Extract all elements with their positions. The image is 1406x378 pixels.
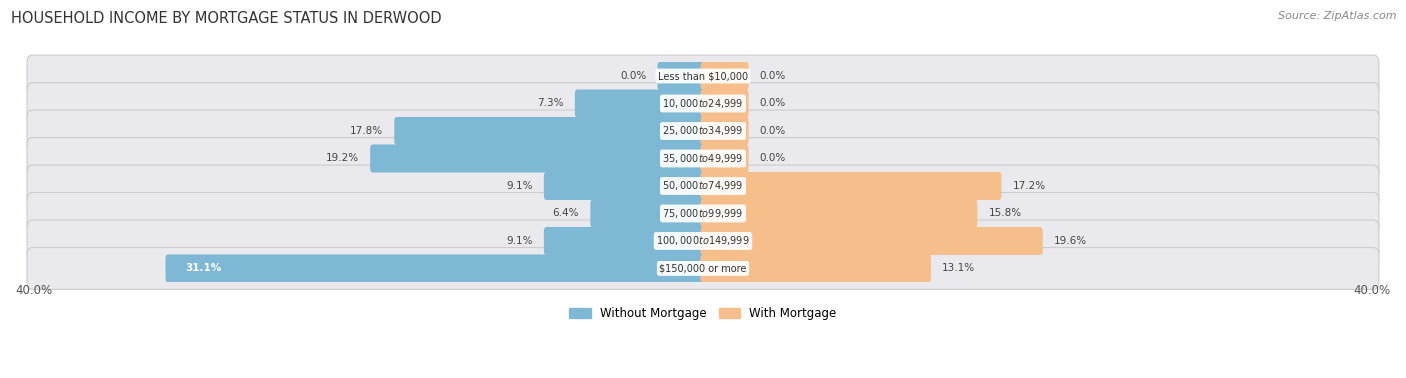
Text: 17.8%: 17.8% <box>350 126 382 136</box>
FancyBboxPatch shape <box>700 90 748 118</box>
Text: 6.4%: 6.4% <box>553 208 579 218</box>
Text: 0.0%: 0.0% <box>759 153 786 163</box>
FancyBboxPatch shape <box>370 144 706 172</box>
Text: 0.0%: 0.0% <box>620 71 647 81</box>
FancyBboxPatch shape <box>27 83 1379 124</box>
FancyBboxPatch shape <box>591 200 706 228</box>
Text: $35,000 to $49,999: $35,000 to $49,999 <box>662 152 744 165</box>
Text: 19.6%: 19.6% <box>1054 236 1087 246</box>
Text: 9.1%: 9.1% <box>506 236 533 246</box>
FancyBboxPatch shape <box>27 248 1379 289</box>
FancyBboxPatch shape <box>27 165 1379 207</box>
FancyBboxPatch shape <box>700 117 748 145</box>
Legend: Without Mortgage, With Mortgage: Without Mortgage, With Mortgage <box>565 302 841 325</box>
FancyBboxPatch shape <box>700 200 977 228</box>
Text: 19.2%: 19.2% <box>326 153 359 163</box>
Text: $10,000 to $24,999: $10,000 to $24,999 <box>662 97 744 110</box>
FancyBboxPatch shape <box>700 254 931 282</box>
Text: 40.0%: 40.0% <box>1354 284 1391 297</box>
Text: Less than $10,000: Less than $10,000 <box>658 71 748 81</box>
Text: $150,000 or more: $150,000 or more <box>659 263 747 273</box>
FancyBboxPatch shape <box>700 227 1043 255</box>
FancyBboxPatch shape <box>700 144 748 172</box>
FancyBboxPatch shape <box>166 254 706 282</box>
Text: 40.0%: 40.0% <box>15 284 52 297</box>
Text: 0.0%: 0.0% <box>759 71 786 81</box>
FancyBboxPatch shape <box>394 117 706 145</box>
FancyBboxPatch shape <box>27 192 1379 234</box>
FancyBboxPatch shape <box>27 220 1379 262</box>
Text: $25,000 to $34,999: $25,000 to $34,999 <box>662 124 744 138</box>
Text: $75,000 to $99,999: $75,000 to $99,999 <box>662 207 744 220</box>
FancyBboxPatch shape <box>575 90 706 118</box>
FancyBboxPatch shape <box>27 138 1379 180</box>
Text: 0.0%: 0.0% <box>759 99 786 108</box>
Text: 31.1%: 31.1% <box>186 263 222 273</box>
Text: 9.1%: 9.1% <box>506 181 533 191</box>
Text: HOUSEHOLD INCOME BY MORTGAGE STATUS IN DERWOOD: HOUSEHOLD INCOME BY MORTGAGE STATUS IN D… <box>11 11 441 26</box>
FancyBboxPatch shape <box>544 172 706 200</box>
Text: 0.0%: 0.0% <box>759 126 786 136</box>
Text: $50,000 to $74,999: $50,000 to $74,999 <box>662 180 744 192</box>
Text: 17.2%: 17.2% <box>1012 181 1046 191</box>
Text: 13.1%: 13.1% <box>942 263 976 273</box>
Text: Source: ZipAtlas.com: Source: ZipAtlas.com <box>1278 11 1396 21</box>
Text: 7.3%: 7.3% <box>537 99 564 108</box>
FancyBboxPatch shape <box>700 62 748 90</box>
FancyBboxPatch shape <box>27 55 1379 97</box>
Text: 15.8%: 15.8% <box>988 208 1022 218</box>
FancyBboxPatch shape <box>27 110 1379 152</box>
Text: $100,000 to $149,999: $100,000 to $149,999 <box>657 234 749 248</box>
FancyBboxPatch shape <box>544 227 706 255</box>
FancyBboxPatch shape <box>658 62 706 90</box>
FancyBboxPatch shape <box>700 172 1001 200</box>
